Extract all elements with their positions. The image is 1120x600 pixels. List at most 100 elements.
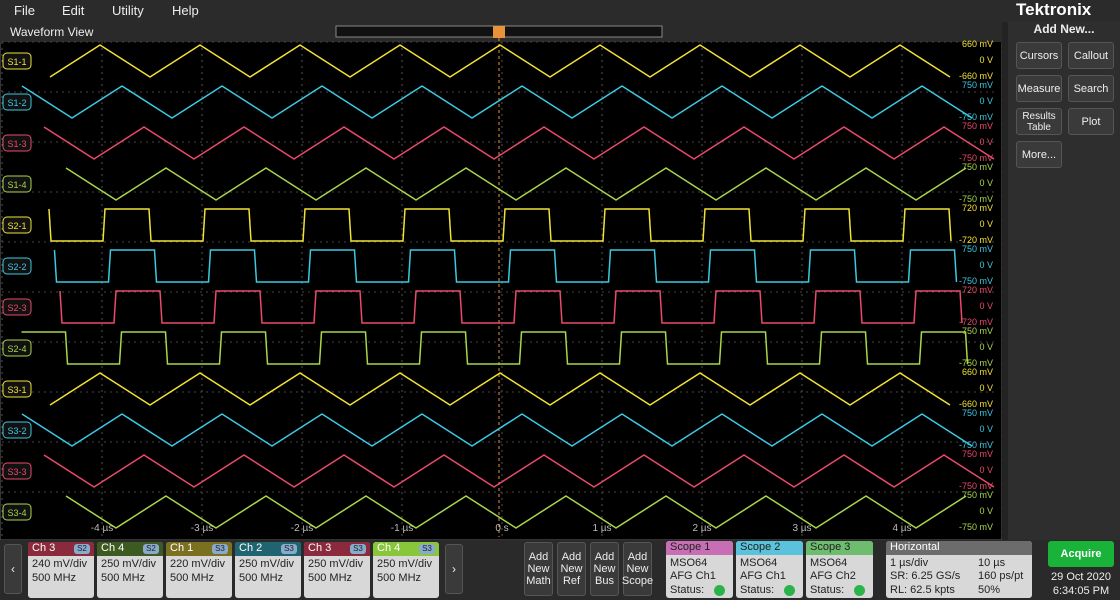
scale-label: 0 V [979,424,993,434]
scale-label: 750 mV [962,326,993,336]
panel-button[interactable]: More... [1016,141,1062,168]
trace-label: S1-2 [7,98,26,108]
scope-name: Scope 3 [806,541,873,555]
time-label: -3 µs [191,523,213,534]
scroll-right[interactable]: › [445,544,463,594]
channel-bw: 500 MHz [377,572,421,584]
scope-card[interactable]: Scope 1MSO64AFG Ch1Status: [666,541,733,598]
scope-status: Status: [740,584,774,596]
panel-button[interactable]: Callout [1068,42,1114,69]
scroll-left[interactable]: ‹ [4,544,22,594]
scope-source: AFG Ch2 [810,570,856,582]
channel-card[interactable]: Ch 3S3250 mV/div500 MHz [304,542,370,598]
menu-item[interactable]: Help [172,3,199,18]
scale-label: 750 mV [962,162,993,172]
scale-label: 750 mV [962,490,993,500]
scope-name: Scope 1 [666,541,733,555]
status-dot [854,585,865,596]
waveform-view: Waveform View S1-1660 mV0 V-660 mVS1-275… [0,22,1002,540]
channel-tag: S3 [419,544,435,554]
scope-source: AFG Ch1 [670,570,716,582]
scope-card[interactable]: Scope 2MSO64AFG Ch1Status: [736,541,803,598]
panel-button[interactable]: Plot [1068,108,1114,135]
add-button[interactable]: Add New Scope [623,542,652,596]
channel-card[interactable]: Ch 3S2240 mV/div500 MHz [28,542,94,598]
scale-label: 750 mV [962,244,993,254]
channel-scale: 250 mV/div [101,558,156,570]
brand: Tektronix [1016,0,1120,22]
scale-label: 0 V [979,178,993,188]
channel-card[interactable]: Ch 4S3250 mV/div500 MHz [373,542,439,598]
trace-label: S3-2 [7,426,26,436]
channel-tag: S3 [281,544,297,554]
channel-bw: 500 MHz [101,572,145,584]
acquire-button[interactable]: Acquire [1048,541,1114,567]
channel-card[interactable]: Ch 4S2250 mV/div500 MHz [97,542,163,598]
scale-label: 0 V [979,219,993,229]
panel-button[interactable]: Results Table [1016,108,1062,135]
trace-label: S1-1 [7,57,26,67]
channel-tag: S2 [74,544,90,554]
channel-tag: S2 [143,544,159,554]
menu-bar [0,0,1120,22]
time-label: -1 µs [391,523,413,534]
time-label: 4 µs [892,523,911,534]
scale-label: 0 V [979,506,993,516]
time-label: 0 s [495,523,508,534]
add-button[interactable]: Add New Ref [557,542,586,596]
scale-label: 750 mV [962,121,993,131]
horizontal-title: Horizontal [886,541,1032,555]
channel-card[interactable]: Ch 2S3250 mV/div500 MHz [235,542,301,598]
channel-scale: 250 mV/div [377,558,432,570]
scale-label: 0 V [979,137,993,147]
channel-scale: 250 mV/div [239,558,294,570]
panel-button[interactable]: Cursors [1016,42,1062,69]
scope-model: MSO64 [810,557,847,569]
time-label: 2 µs [692,523,711,534]
view-title: Waveform View [10,25,94,39]
trace-label: S3-1 [7,385,26,395]
scale-label: 720 mV [962,285,993,295]
panel-title: Add New... [1008,22,1120,38]
scope-model: MSO64 [740,557,777,569]
trigger-marker [493,26,505,38]
panel-button[interactable]: Measure [1016,75,1062,102]
scope-status: Status: [670,584,704,596]
add-button[interactable]: Add New Bus [590,542,619,596]
trace-label: S2-1 [7,221,26,231]
scope-card[interactable]: Scope 3 MSO64AFG Ch2 Status: [806,541,873,598]
menu-item[interactable]: File [14,3,35,18]
trace-label: S2-3 [7,303,26,313]
trace-label: S3-3 [7,467,26,477]
trace-label: S3-4 [7,508,26,518]
scale-label: 750 mV [962,408,993,418]
channel-bw: 500 MHz [239,572,283,584]
add-button[interactable]: Add New Math [524,542,553,596]
scale-label: 0 V [979,301,993,311]
scope-source: AFG Ch1 [740,570,786,582]
horizontal-card[interactable]: Horizontal1 µs/div10 µsSR: 6.25 GS/s160 … [886,541,1032,598]
scope-status: Status: [810,584,844,596]
date: 29 Oct 2020 [1048,571,1114,583]
channel-card[interactable]: Ch 1S3220 mV/div500 MHz [166,542,232,598]
scale-label: 750 mV [962,449,993,459]
channel-bw: 500 MHz [308,572,352,584]
channel-tag: S3 [350,544,366,554]
scale-label: 0 V [979,342,993,352]
menu-item[interactable]: Edit [62,3,84,18]
time: 6:34:05 PM [1048,585,1114,597]
channel-scale: 250 mV/div [308,558,363,570]
scale-label: 750 mV [962,80,993,90]
channel-scale: 240 mV/div [32,558,87,570]
panel-button[interactable]: Search [1068,75,1114,102]
status-dot [784,585,795,596]
channel-scale: 220 mV/div [170,558,225,570]
scale-label: 660 mV [962,367,993,377]
menu-item[interactable]: Utility [112,3,144,18]
time-label: 3 µs [792,523,811,534]
scale-label: 0 V [979,260,993,270]
channel-bw: 500 MHz [170,572,214,584]
horizontal-sr: SR: 6.25 GS/s [890,570,960,582]
trace-label: S1-4 [7,180,26,190]
status-dot [714,585,725,596]
